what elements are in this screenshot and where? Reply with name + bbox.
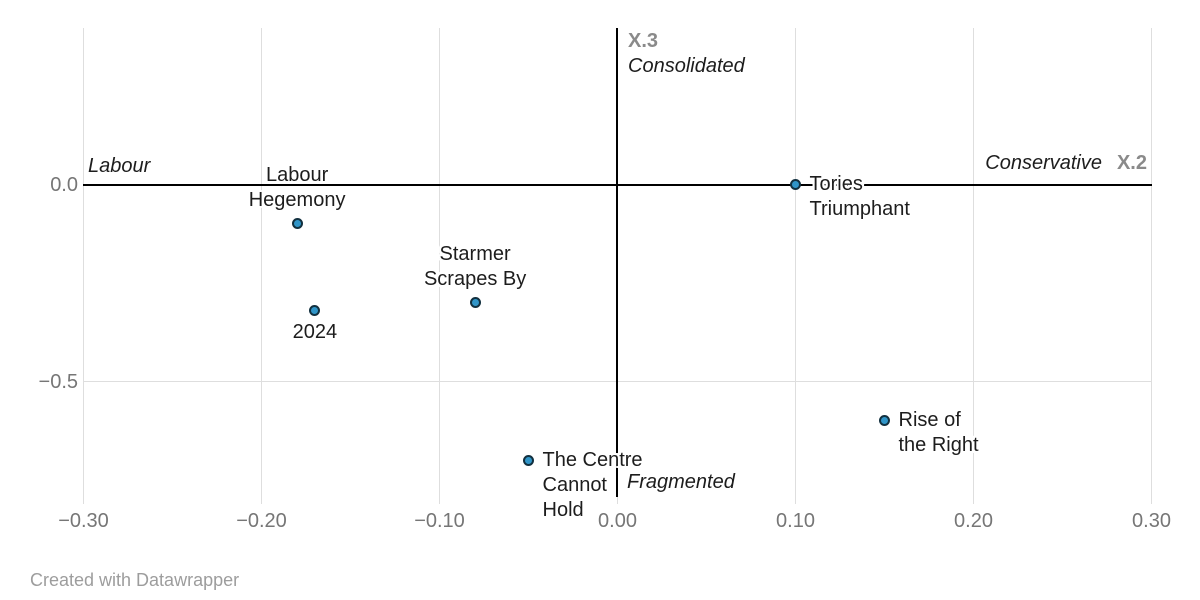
point-label-line: Triumphant (809, 198, 910, 220)
x-tick-label: −0.20 (236, 510, 287, 532)
point-label-line: Cannot (542, 473, 608, 496)
point-label-line: Rise of (898, 409, 961, 432)
point-label: Rise of the Right (899, 408, 979, 458)
x-gridline (1151, 28, 1152, 504)
data-point[interactable] (291, 218, 303, 230)
point-label-line: Tories (809, 173, 863, 195)
point-label-line: Starmer (439, 242, 511, 265)
point-label-line: Scrapes By (423, 267, 527, 290)
x-axis-zero-tick (617, 497, 618, 504)
y-axis-code: X.3 (628, 30, 659, 52)
y-axis-neg-label: Fragmented (627, 471, 735, 493)
x-gridline (973, 28, 974, 504)
point-label-line: The Centre (542, 448, 643, 471)
x-axis-neg-label: Labour (88, 155, 151, 177)
point-label: Starmer Scrapes By (424, 242, 526, 292)
data-point[interactable] (309, 305, 321, 317)
y-axis-pos-label: Consolidated (628, 55, 745, 77)
y-axis-line (616, 28, 618, 497)
x-tick-label: 0.20 (954, 510, 993, 532)
x-tick-label: 0.00 (598, 510, 637, 532)
datawrapper-credit[interactable]: Created with Datawrapper (30, 570, 240, 590)
x-tick-label: 0.10 (776, 510, 815, 532)
point-label-line: 2024 (292, 320, 338, 343)
data-point[interactable] (469, 297, 481, 309)
point-label-line: Labour (265, 163, 329, 186)
y-tick-label: 0.0 (50, 173, 78, 196)
x-axis-code: X.2 (1116, 152, 1147, 174)
x-gridline (261, 28, 262, 504)
y-gridline (84, 381, 1152, 382)
x-tick-label: −0.10 (414, 510, 465, 532)
data-point[interactable] (790, 179, 801, 190)
data-point[interactable] (879, 415, 890, 427)
point-label: Tories Triumphant (810, 172, 910, 222)
point-label: 2024 (293, 320, 338, 345)
point-label: Labour Hegemony (249, 163, 346, 213)
x-gridline (83, 28, 84, 504)
point-label: The Centre Cannot Hold (543, 448, 643, 523)
x-gridline (795, 28, 796, 504)
point-label-line: the Right (898, 434, 979, 457)
point-label-line: Hegemony (248, 188, 346, 211)
x-tick-label: 0.30 (1132, 510, 1171, 532)
y-tick-label: −0.5 (38, 370, 78, 393)
point-label-line: Hold (542, 498, 584, 521)
x-tick-label: −0.30 (58, 510, 109, 532)
x-gridline (439, 28, 440, 504)
data-point[interactable] (523, 454, 534, 466)
x-axis-pos-label: Conservative (985, 152, 1102, 174)
